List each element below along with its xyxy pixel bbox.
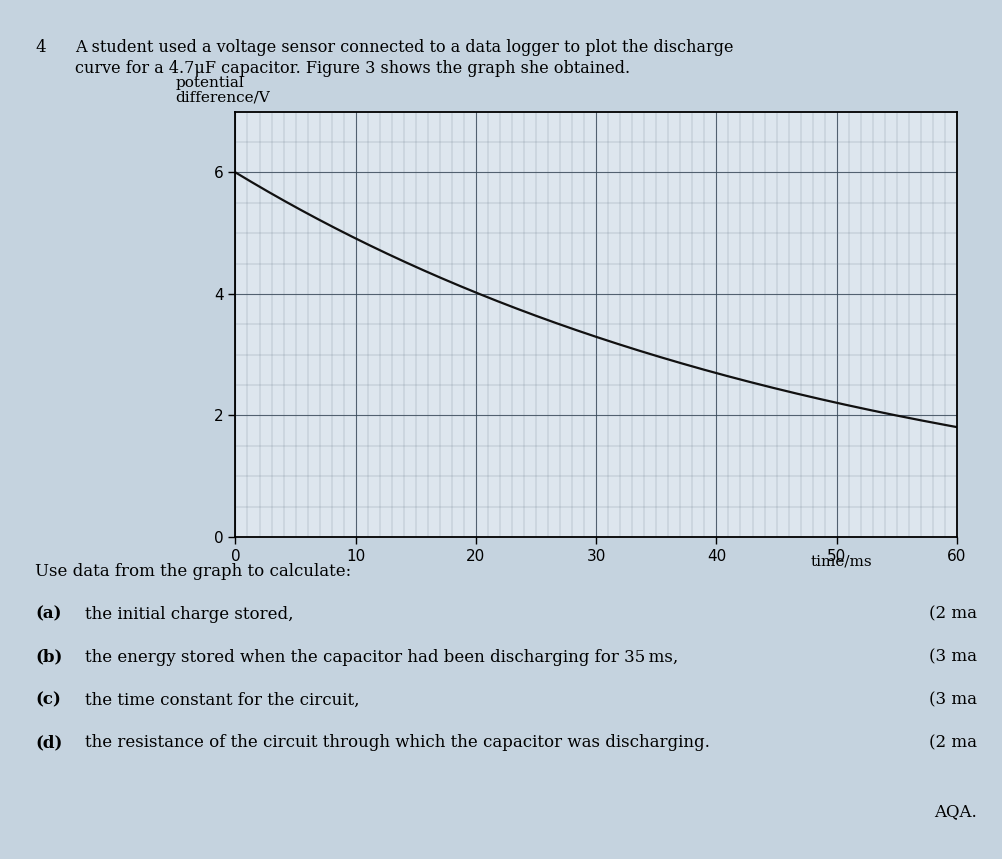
Text: Use data from the graph to calculate:: Use data from the graph to calculate: xyxy=(35,563,352,580)
Text: the initial charge stored,: the initial charge stored, xyxy=(85,606,294,623)
Text: A student used a voltage sensor connected to a data logger to plot the discharge: A student used a voltage sensor connecte… xyxy=(75,39,733,56)
Text: the resistance of the circuit through which the capacitor was discharging.: the resistance of the circuit through wh… xyxy=(85,734,710,752)
Text: AQA.: AQA. xyxy=(934,803,977,820)
Text: (b): (b) xyxy=(35,649,62,666)
Text: (2 ma: (2 ma xyxy=(929,734,977,752)
Text: difference/V: difference/V xyxy=(175,91,271,105)
Text: (3 ma: (3 ma xyxy=(929,649,977,666)
Text: (2 ma: (2 ma xyxy=(929,606,977,623)
Text: 4: 4 xyxy=(35,39,46,56)
Text: (c): (c) xyxy=(35,691,61,709)
Text: (3 ma: (3 ma xyxy=(929,691,977,709)
Text: potential: potential xyxy=(175,76,244,90)
Text: the time constant for the circuit,: the time constant for the circuit, xyxy=(85,691,360,709)
Text: the energy stored when the capacitor had been discharging for 35 ms,: the energy stored when the capacitor had… xyxy=(85,649,678,666)
Text: time/ms: time/ms xyxy=(810,554,872,568)
Text: (d): (d) xyxy=(35,734,62,752)
Text: (a): (a) xyxy=(35,606,61,623)
Text: curve for a 4.7μF capacitor. Figure 3 shows the graph she obtained.: curve for a 4.7μF capacitor. Figure 3 sh… xyxy=(75,60,630,77)
